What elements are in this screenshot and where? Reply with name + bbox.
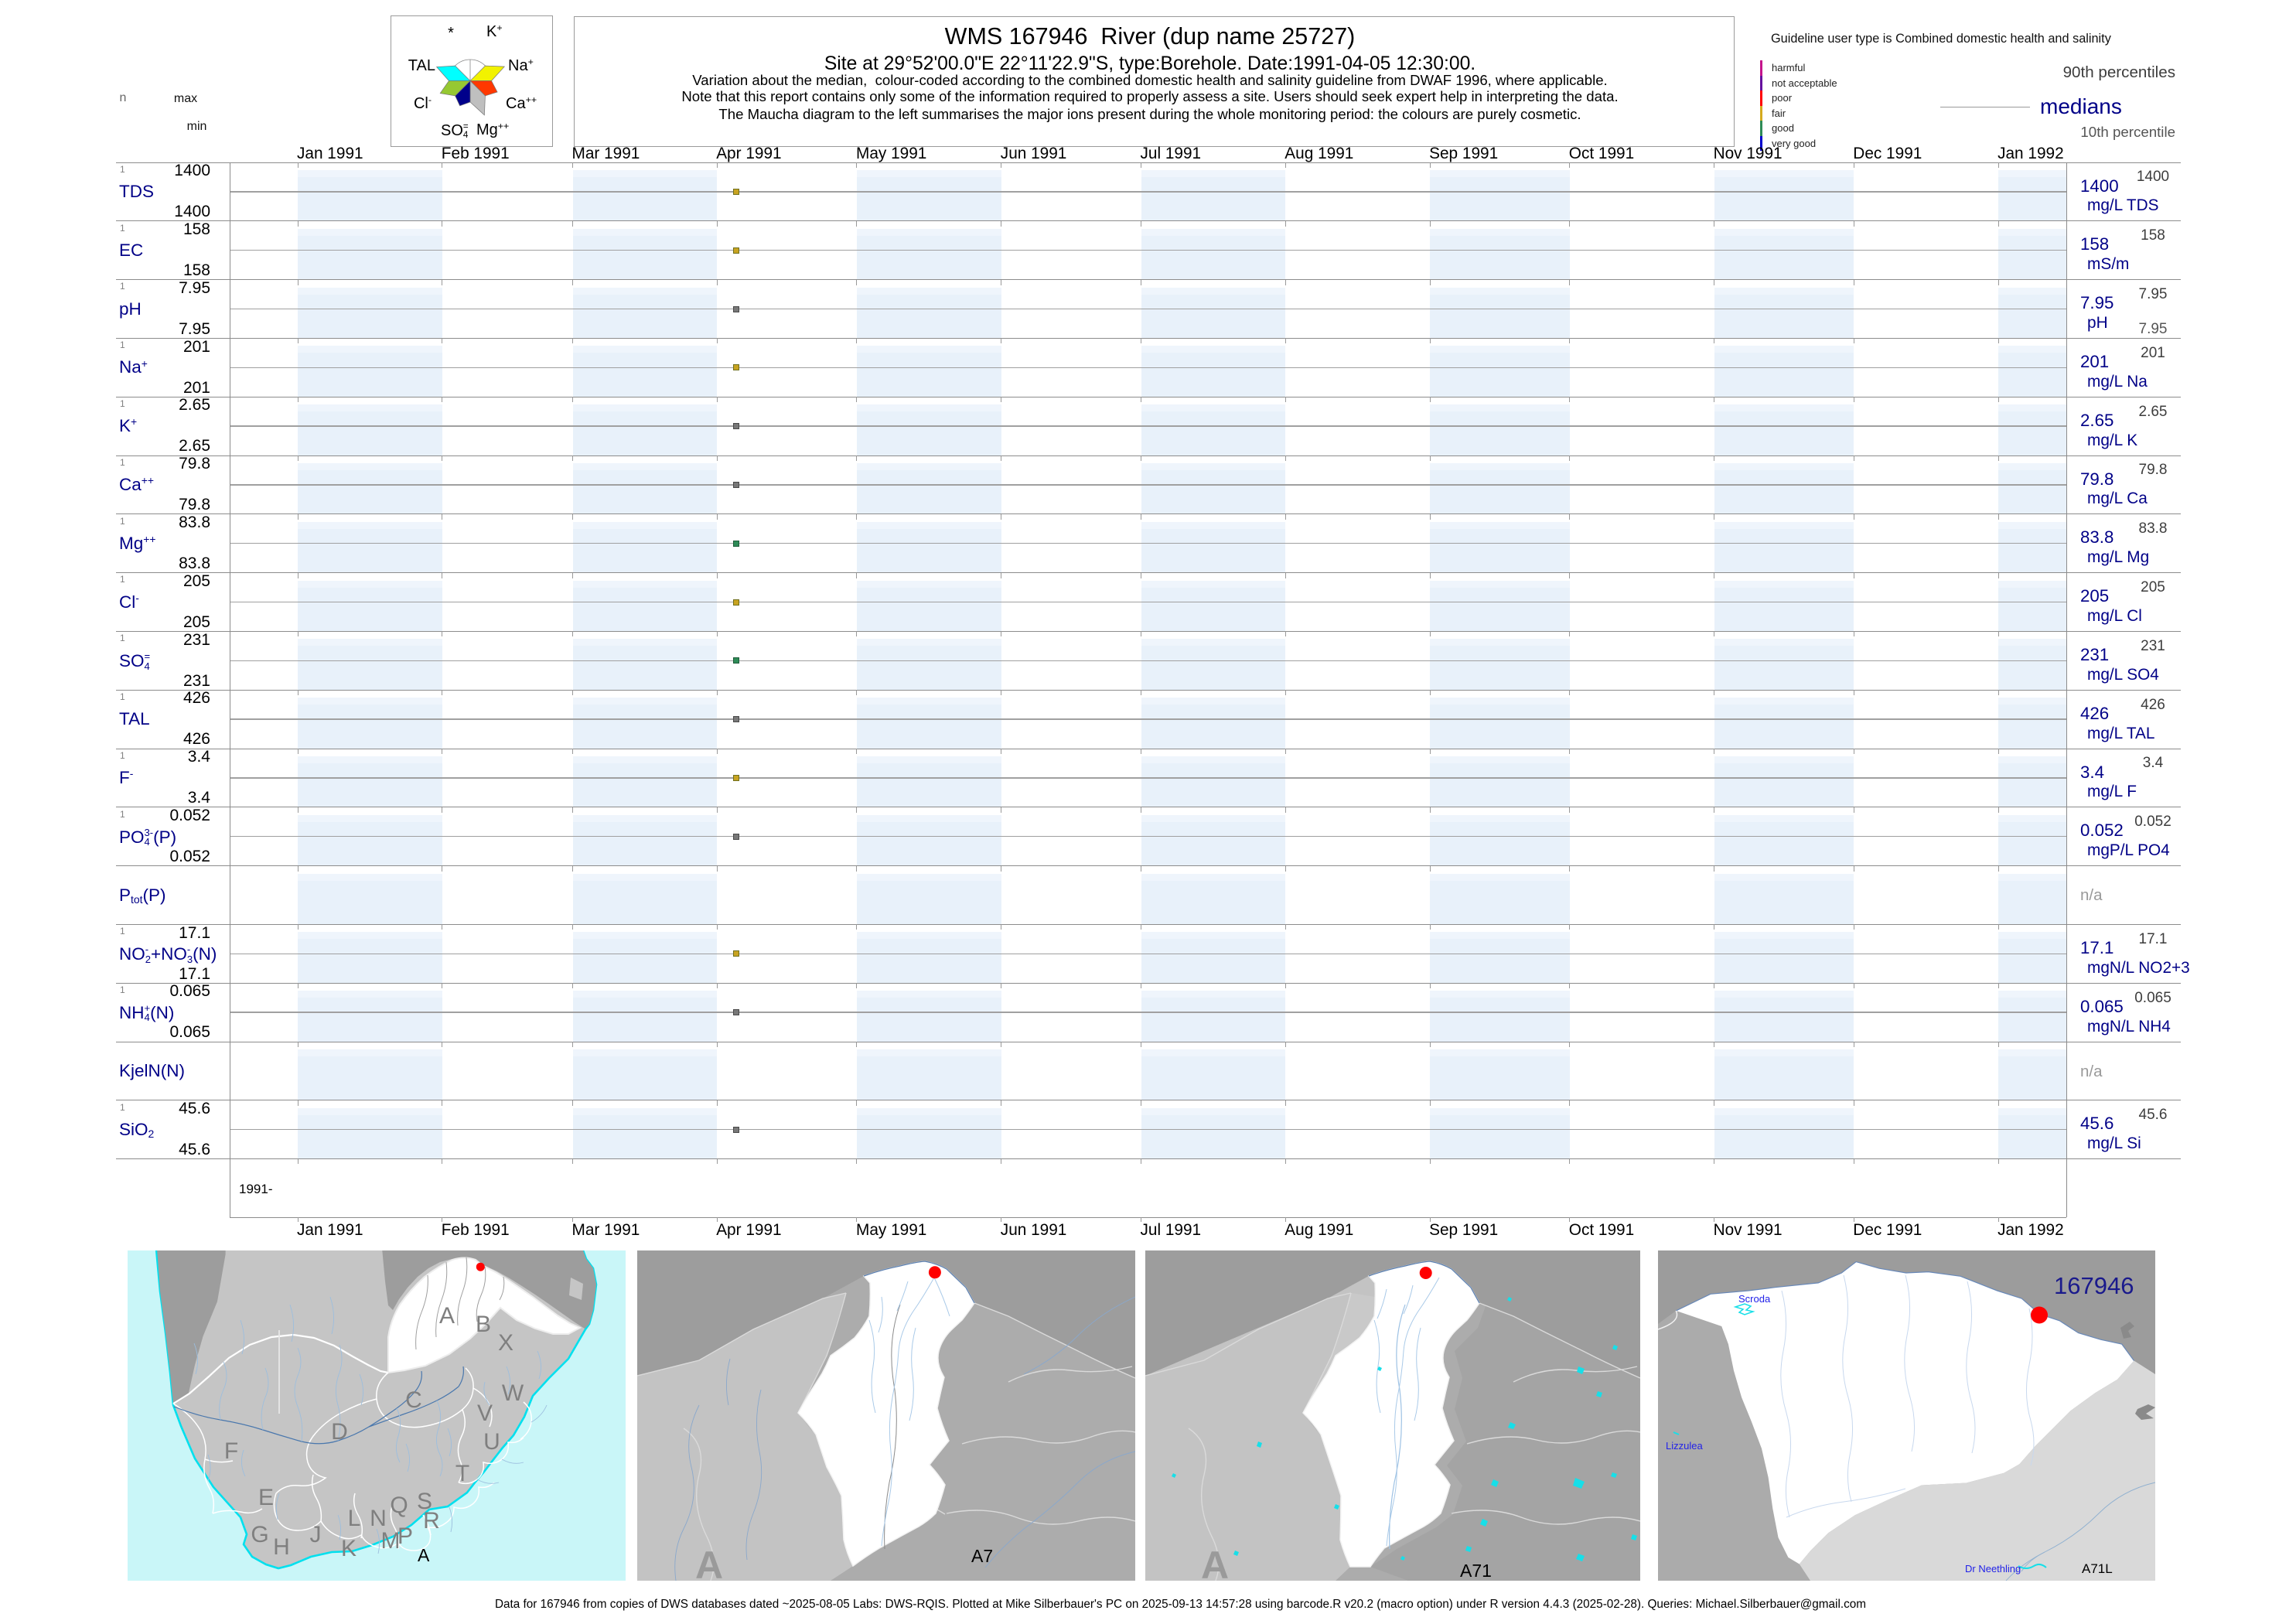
svg-text:N: N [370,1506,387,1531]
svg-text:D: D [331,1419,348,1445]
svg-text:K: K [341,1536,357,1561]
svg-text:H: H [273,1534,290,1560]
svg-text:A: A [1201,1544,1229,1581]
svg-text:E: E [258,1485,274,1510]
svg-text:X: X [498,1330,513,1356]
svg-text:A7: A7 [971,1546,993,1566]
svg-text:B: B [476,1312,491,1337]
svg-text:F: F [224,1438,238,1464]
svg-text:R: R [423,1508,440,1534]
svg-text:M: M [381,1528,401,1554]
svg-text:167946: 167946 [2054,1272,2134,1299]
svg-text:Q: Q [390,1493,408,1518]
svg-text:J: J [310,1522,322,1547]
svg-text:L: L [348,1506,361,1531]
svg-text:A71L: A71L [2082,1561,2113,1576]
svg-text:G: G [251,1522,268,1547]
svg-text:U: U [483,1429,500,1455]
svg-text:P: P [397,1523,413,1549]
svg-text:A71: A71 [1460,1561,1492,1581]
svg-text:A: A [695,1544,723,1581]
svg-text:A: A [418,1545,430,1565]
svg-text:W: W [502,1380,524,1406]
svg-text:Dr Neethling: Dr Neethling [1965,1563,2021,1575]
svg-text:Lizzulea: Lizzulea [1666,1440,1703,1452]
svg-text:C: C [405,1387,422,1413]
svg-text:Scroda: Scroda [1738,1293,1771,1305]
svg-text:S: S [417,1489,432,1514]
svg-text:T: T [455,1461,469,1486]
svg-text:V: V [477,1401,493,1426]
svg-text:A: A [439,1303,455,1329]
